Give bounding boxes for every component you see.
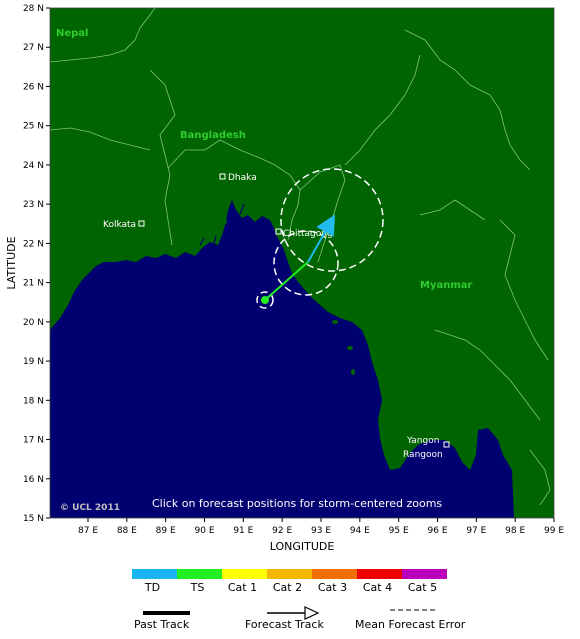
country-borders xyxy=(50,8,551,506)
legend-forecast-track: Forecast Track xyxy=(245,606,324,631)
click-note: Click on forecast positions for storm-ce… xyxy=(152,497,442,510)
lat-tick-label: 17 N xyxy=(23,436,44,446)
lon-tick-label: 95 E xyxy=(389,526,409,536)
lon-tick-label: 88 E xyxy=(117,526,137,536)
lon-tick-label: 87 E xyxy=(78,526,98,536)
legend-past-track: Past Track xyxy=(134,611,190,631)
country-label-nepal: Nepal xyxy=(56,28,89,39)
lon-tick-label: 92 E xyxy=(272,526,292,536)
lon-tick-label: 91 E xyxy=(233,526,253,536)
legend-category-label: TS xyxy=(190,581,205,594)
lon-tick-label: 99 E xyxy=(544,526,564,536)
forecast-track-ts[interactable] xyxy=(264,261,309,301)
lon-tick-label: 93 E xyxy=(311,526,331,536)
legend-category-label: Cat 4 xyxy=(363,581,392,594)
country-label-myanmar: Myanmar xyxy=(420,280,473,291)
legend-swatch xyxy=(267,569,312,579)
legend-category-label: Cat 5 xyxy=(408,581,437,594)
current-storm-position[interactable] xyxy=(261,296,269,304)
lat-tick-label: 19 N xyxy=(23,357,44,367)
lat-tick-label: 28 N xyxy=(23,4,44,14)
legend-category-label: Cat 2 xyxy=(273,581,302,594)
y-axis-label: LATITUDE xyxy=(5,236,18,289)
svg-text:Kolkata: Kolkata xyxy=(103,220,136,230)
x-axis-label: LONGITUDE xyxy=(270,540,335,553)
lon-tick-label: 96 E xyxy=(428,526,448,536)
lat-tick-label: 26 N xyxy=(23,82,44,92)
legend-swatch xyxy=(312,569,357,579)
legend-swatch xyxy=(222,569,267,579)
lat-tick-label: 15 N xyxy=(23,514,44,524)
lon-tick-label: 94 E xyxy=(350,526,370,536)
place-dhaka: Dhaka xyxy=(219,173,257,183)
legend-swatch xyxy=(357,569,402,579)
lat-tick-label: 27 N xyxy=(23,43,44,53)
place-kolkata: Kolkata xyxy=(103,220,145,230)
lon-tick-label: 98 E xyxy=(505,526,525,536)
coastline-detail xyxy=(199,203,245,246)
forecast-error-cones xyxy=(256,168,384,309)
lat-tick-label: 22 N xyxy=(23,239,44,249)
lat-tick-label: 25 N xyxy=(23,122,44,132)
legend-swatch xyxy=(132,569,177,579)
category-legend: TD TS Cat 1 Cat 2 Cat 3 Cat 4 Cat 5 xyxy=(132,569,447,594)
lat-tick-label: 24 N xyxy=(23,161,44,171)
legend-swatch xyxy=(177,569,222,579)
svg-text:Past Track: Past Track xyxy=(134,618,190,631)
island xyxy=(347,346,353,350)
land-mass xyxy=(50,8,554,518)
lon-tick-label: 89 E xyxy=(156,526,176,536)
svg-text:Yangon: Yangon xyxy=(406,436,439,446)
island xyxy=(332,320,338,324)
svg-text:Chittagong: Chittagong xyxy=(283,229,333,239)
legend-category-label: Cat 3 xyxy=(318,581,347,594)
legend-mean-error: Mean Forecast Error xyxy=(355,609,466,631)
place-yangon: Yangon Rangoon xyxy=(403,436,450,460)
lat-tick-label: 21 N xyxy=(23,279,44,289)
island xyxy=(351,369,355,375)
svg-text:Mean Forecast Error: Mean Forecast Error xyxy=(355,618,466,631)
country-label-bangladesh: Bangladesh xyxy=(180,130,246,141)
credit-text: © UCL 2011 xyxy=(60,503,120,513)
svg-text:Forecast Track: Forecast Track xyxy=(245,618,324,631)
lat-tick-label: 16 N xyxy=(23,475,44,485)
legend-category-label: Cat 1 xyxy=(228,581,257,594)
place-chittagong: Chittagong xyxy=(275,228,333,239)
legend-swatch xyxy=(402,569,447,579)
svg-text:Rangoon: Rangoon xyxy=(403,450,443,460)
lat-tick-label: 20 N xyxy=(23,318,44,328)
legend-category-label: TD xyxy=(144,581,160,594)
forecast-track-td[interactable] xyxy=(307,214,335,263)
plot-frame xyxy=(49,7,555,519)
longitude-ticks: 87 E 88 E 89 E 90 E 91 E 92 E 93 E 94 E 95 E 96 E… xyxy=(78,518,564,536)
lon-tick-label: 90 E xyxy=(195,526,215,536)
latitude-ticks: 28 N 27 N 26 N 25 N 24 N 23 N 22 N 21 N 20 N 19 N… xyxy=(23,4,50,524)
lat-tick-label: 23 N xyxy=(23,200,44,210)
svg-text:Dhaka: Dhaka xyxy=(228,173,257,183)
island xyxy=(221,220,227,224)
lat-tick-label: 18 N xyxy=(23,396,44,406)
lon-tick-label: 97 E xyxy=(466,526,486,536)
